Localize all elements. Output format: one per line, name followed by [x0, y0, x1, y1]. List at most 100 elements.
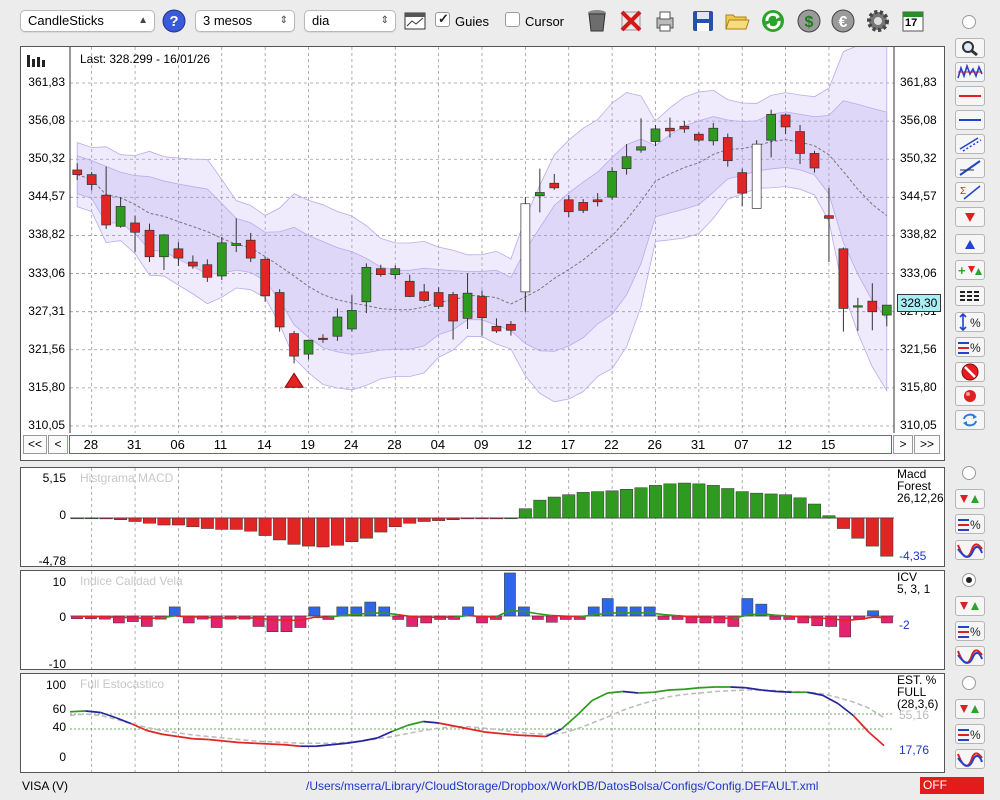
trendline-button[interactable] [955, 158, 985, 178]
stoch-fast-line [331, 742, 347, 746]
candle [506, 321, 516, 336]
trendline-icon [959, 160, 981, 176]
macd-radio[interactable] [962, 466, 976, 480]
price-tick-left: 356,08 [28, 113, 65, 128]
icv-signal-line [495, 609, 511, 618]
nav-first-button[interactable]: << [23, 435, 47, 454]
candle [202, 259, 213, 282]
chart-type-select[interactable]: CandleSticks ▲ [20, 10, 155, 32]
stochastic-chart [70, 674, 894, 772]
stochastic-radio[interactable] [962, 676, 976, 690]
chart-window-button[interactable] [402, 8, 428, 34]
icv-curve-button[interactable] [955, 646, 985, 666]
add-signal-button[interactable]: + [955, 260, 985, 280]
stoch-fast-line [453, 725, 470, 730]
candle [419, 283, 430, 302]
macd-bar [128, 517, 142, 522]
date-label: 09 [474, 437, 489, 452]
stoch-tick-100: 100 [45, 678, 66, 692]
bar-chart-icon [27, 55, 45, 67]
candle [563, 195, 574, 218]
cursor-checkbox[interactable] [505, 12, 520, 27]
svg-text:€: € [839, 14, 848, 31]
refresh-button[interactable] [760, 8, 786, 34]
cursor-label: Cursor [525, 14, 565, 29]
icv-bar [392, 615, 405, 620]
candle [404, 274, 415, 298]
channel-button[interactable] [955, 134, 985, 154]
blue-up-arrow-icon [965, 240, 975, 249]
macd-lines-percent-button[interactable]: % [955, 514, 985, 534]
candle [592, 193, 603, 207]
lines-percent-icon: % [958, 728, 981, 742]
macd-signals-button[interactable] [955, 489, 985, 509]
off-status-badge[interactable]: OFF [920, 777, 984, 794]
candle [809, 150, 820, 173]
macd-bar [576, 492, 590, 519]
stoch-fast-line [622, 690, 639, 694]
stoch-curve-button[interactable] [955, 749, 985, 769]
stoch-fast-line [115, 716, 132, 725]
macd-bar [171, 517, 185, 526]
config-path[interactable]: /Users/mserra/Library/CloudStorage/Dropb… [306, 779, 819, 793]
period-select[interactable]: 3 mesos ⇕ [195, 10, 295, 32]
icv-bar [699, 615, 712, 624]
main-chart-radio[interactable] [962, 15, 976, 29]
nav-next-button[interactable]: > [893, 435, 913, 454]
euro-button[interactable]: € [830, 8, 856, 34]
red-line-icon [959, 95, 981, 97]
dollar-button[interactable]: $ [796, 8, 822, 34]
stoch-fast-line [653, 689, 670, 694]
date-scroll-bar[interactable] [69, 435, 892, 454]
buy-arrow-button[interactable] [955, 234, 985, 254]
horizontal-red-line-button[interactable] [955, 86, 985, 106]
stoch-lines-percent-button[interactable]: % [955, 724, 985, 744]
trash-button[interactable] [584, 8, 610, 34]
icv-radio[interactable] [962, 573, 976, 587]
stoch-signals-button[interactable] [955, 699, 985, 719]
chevron-updown-icon: ⇕ [380, 15, 389, 26]
stoch-fast-line [423, 720, 439, 724]
open-folder-button[interactable] [724, 8, 750, 34]
zoom-button[interactable] [955, 38, 985, 58]
settings-button[interactable] [865, 8, 891, 34]
guides-checkbox[interactable] [435, 11, 450, 27]
date-label: 22 [604, 437, 619, 452]
horizontal-blue-line-button[interactable] [955, 110, 985, 130]
record-button[interactable] [955, 386, 985, 406]
macd-bar [461, 517, 475, 520]
candle [159, 234, 169, 271]
indicator-chart-button[interactable] [955, 62, 985, 82]
calendar-button[interactable]: 17 [900, 8, 926, 34]
svg-text:%: % [970, 341, 981, 355]
sync-button[interactable] [955, 410, 985, 430]
save-button[interactable] [690, 8, 716, 34]
icv-signals-button[interactable] [955, 596, 985, 616]
icv-bar [504, 572, 516, 617]
lines-percent-button[interactable]: % [955, 337, 985, 357]
macd-bar [836, 517, 850, 529]
help-button[interactable]: ? [161, 8, 187, 34]
icv-bar [168, 606, 181, 617]
macd-bar [186, 517, 200, 528]
stoch-fast-line [745, 686, 762, 691]
icv-lines-percent-button[interactable]: % [955, 621, 985, 641]
interval-select[interactable]: dia ⇕ [304, 10, 396, 32]
nav-last-button[interactable]: >> [914, 435, 940, 454]
table-button[interactable] [955, 286, 985, 306]
scale-percent-button[interactable]: % [955, 312, 985, 332]
nav-prev-button[interactable]: < [48, 435, 68, 454]
macd-curve-button[interactable] [955, 540, 985, 560]
icv-bar [308, 606, 321, 617]
candle [216, 236, 227, 280]
fibonacci-button[interactable]: Σ [955, 182, 985, 202]
candle [621, 144, 632, 175]
macd-y-max: 5,15 [42, 471, 66, 485]
macd-bar [157, 517, 171, 526]
candle [578, 199, 589, 214]
print-button[interactable] [652, 8, 678, 34]
sell-arrow-button[interactable] [955, 207, 985, 227]
candle [737, 168, 748, 207]
stop-button[interactable] [955, 362, 985, 382]
delete-button[interactable] [618, 8, 644, 34]
